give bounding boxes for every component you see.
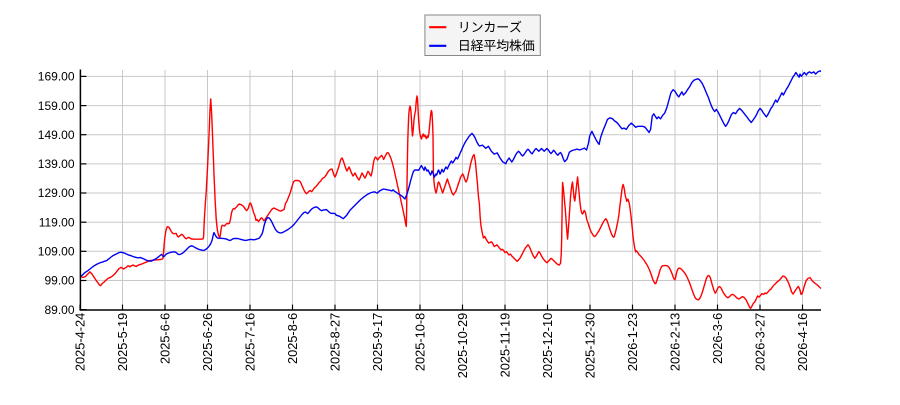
- svg-text:2025-10-29: 2025-10-29: [455, 313, 470, 378]
- svg-text:2025-7-16: 2025-7-16: [242, 313, 257, 371]
- svg-text:2025-4-24: 2025-4-24: [72, 313, 87, 371]
- svg-text:149.00: 149.00: [38, 128, 75, 142]
- svg-text:2025-5-19: 2025-5-19: [115, 313, 130, 371]
- svg-text:129.00: 129.00: [38, 186, 75, 200]
- svg-text:109.00: 109.00: [38, 245, 75, 259]
- svg-text:2026-3-27: 2026-3-27: [752, 313, 767, 371]
- svg-text:2026-1-23: 2026-1-23: [625, 313, 640, 371]
- svg-text:119.00: 119.00: [39, 215, 75, 229]
- svg-text:139.00: 139.00: [38, 157, 75, 171]
- svg-text:99.00: 99.00: [44, 274, 74, 288]
- svg-text:2025-6-26: 2025-6-26: [200, 313, 215, 371]
- svg-text:89.00: 89.00: [44, 303, 74, 317]
- svg-text:2026-4-16: 2026-4-16: [795, 313, 810, 371]
- svg-text:2025-12-10: 2025-12-10: [540, 313, 555, 378]
- svg-text:2026-3-6: 2026-3-6: [710, 313, 725, 364]
- svg-text:2025-9-17: 2025-9-17: [370, 313, 385, 371]
- svg-text:159.00: 159.00: [38, 99, 75, 113]
- svg-text:2025-8-6: 2025-8-6: [285, 313, 300, 364]
- svg-text:2025-6-6: 2025-6-6: [157, 313, 172, 364]
- svg-text:2025-12-30: 2025-12-30: [582, 313, 597, 378]
- svg-text:2026-2-13: 2026-2-13: [667, 313, 682, 371]
- svg-text:169.00: 169.00: [38, 70, 75, 84]
- svg-text:2025-10-8: 2025-10-8: [412, 313, 427, 371]
- svg-text:2025-11-19: 2025-11-19: [497, 313, 512, 378]
- svg-text:2025-8-27: 2025-8-27: [327, 313, 342, 371]
